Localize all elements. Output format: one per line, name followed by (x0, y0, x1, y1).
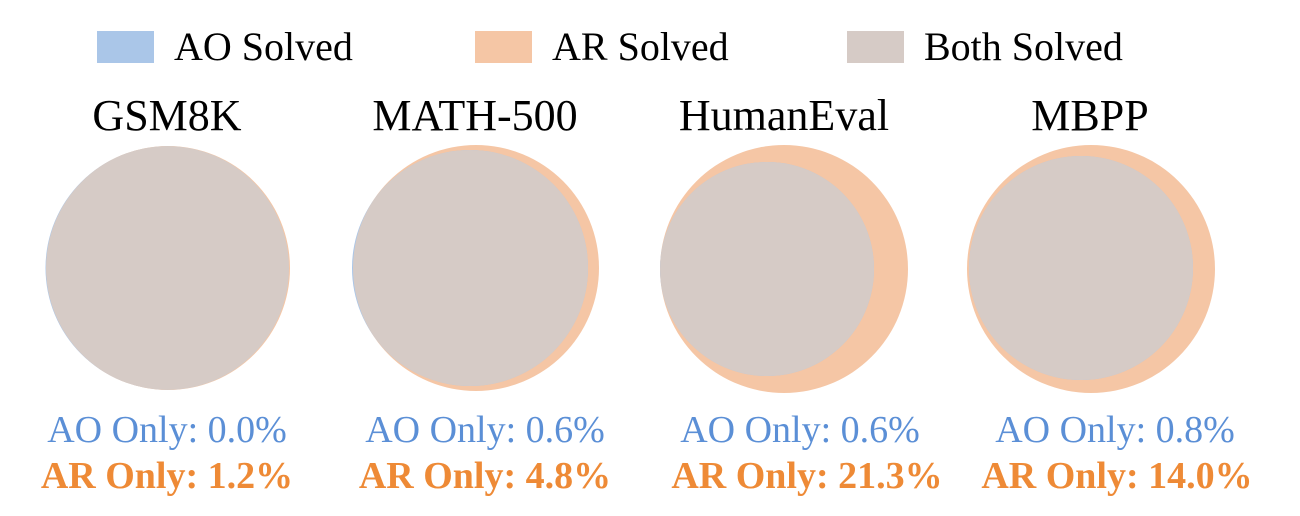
ar-only-humaneval: AR Only: 21.3% (671, 455, 943, 497)
legend-item-both-solved: Both Solved (847, 22, 1123, 72)
ao-only-gsm8k: AO Only: 0.0% (47, 409, 287, 451)
venn-math500 (352, 145, 599, 391)
panel-title-math500: MATH-500 (372, 91, 578, 140)
legend-swatch-ar (475, 31, 532, 63)
ar-only-math500: AR Only: 4.8% (358, 455, 612, 497)
both-region (353, 150, 588, 386)
both-region (969, 156, 1193, 380)
venn-mbpp (967, 145, 1215, 393)
ao-only-mbpp: AO Only: 0.8% (995, 409, 1235, 451)
legend-label-ao: AO Solved (174, 24, 353, 69)
panel-title-gsm8k: GSM8K (92, 91, 242, 140)
legend-label-ar: AR Solved (552, 24, 729, 69)
legend-swatch-ao (97, 31, 154, 63)
legend-item-ao-solved: AO Solved (97, 22, 353, 72)
venn-humaneval (660, 145, 908, 393)
legend: AO Solved AR Solved Both Solved (0, 22, 1300, 72)
ao-only-math500: AO Only: 0.6% (365, 409, 605, 451)
legend-item-ar-solved: AR Solved (475, 22, 729, 72)
both-region (660, 162, 874, 376)
panel-title-mbpp: MBPP (1031, 91, 1149, 140)
legend-label-both: Both Solved (924, 24, 1123, 69)
ar-only-gsm8k: AR Only: 1.2% (40, 455, 294, 497)
ar-only-mbpp: AR Only: 14.0% (981, 455, 1253, 497)
both-region (46, 146, 289, 390)
panel-title-humaneval: HumanEval (678, 91, 890, 140)
venn-gsm8k (45, 146, 290, 390)
ao-only-humaneval: AO Only: 0.6% (680, 409, 920, 451)
legend-swatch-both (847, 31, 904, 63)
